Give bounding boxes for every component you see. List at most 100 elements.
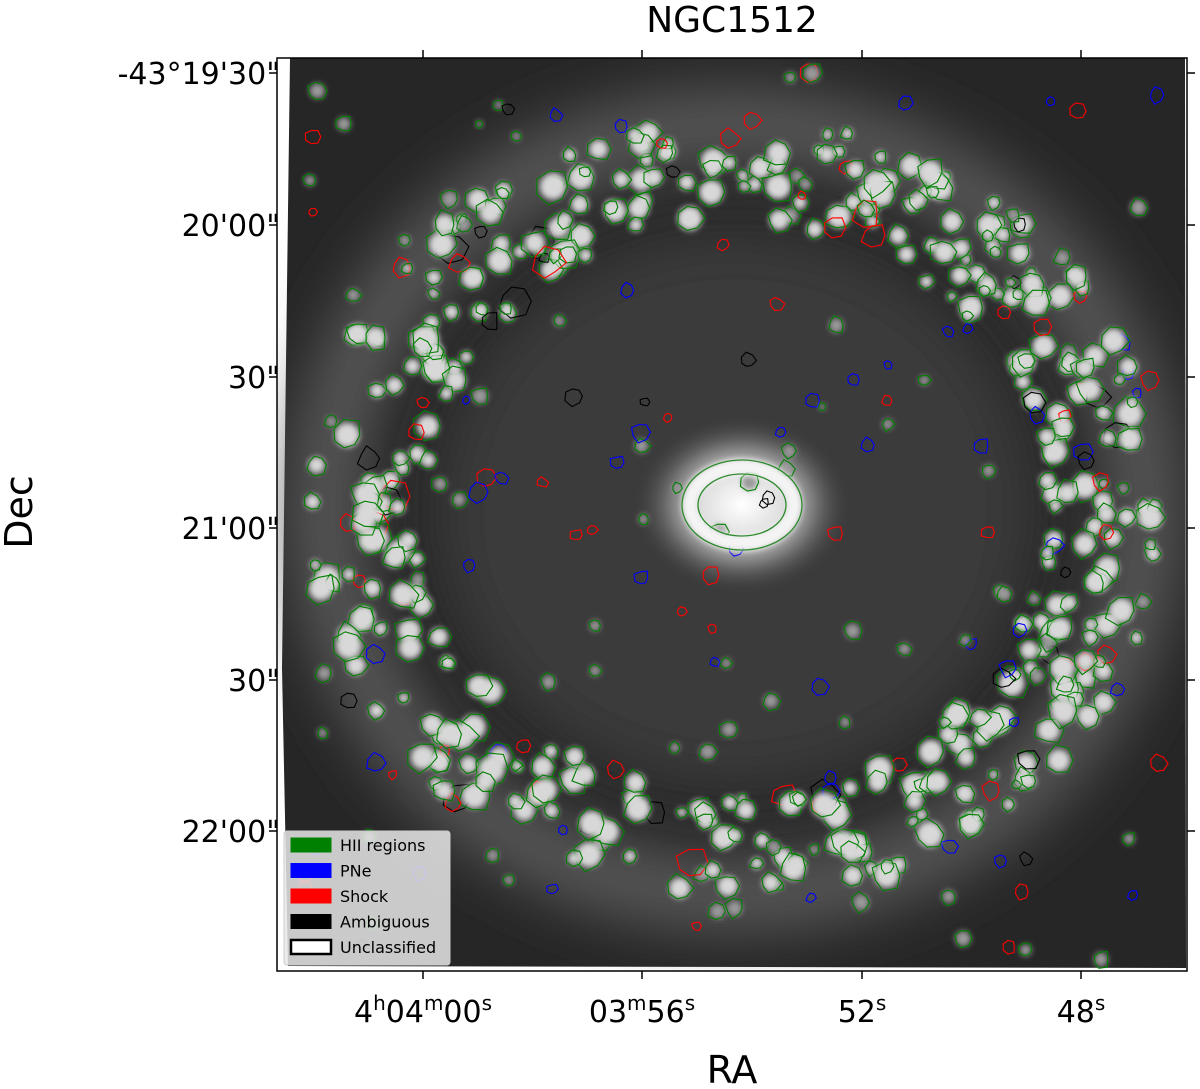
region-glow <box>460 351 472 363</box>
region-glow <box>1127 396 1138 407</box>
region-contour <box>762 139 791 166</box>
region-glow <box>918 160 942 185</box>
region-contour <box>838 715 851 730</box>
region-contour <box>558 824 568 836</box>
region-contour <box>1071 528 1098 561</box>
region-contour <box>630 423 652 444</box>
region-contour <box>1074 704 1100 731</box>
region-contour <box>452 491 470 510</box>
region-contour <box>434 209 455 237</box>
region-glow <box>1037 719 1060 742</box>
region-contour <box>863 168 893 199</box>
region-glow <box>1019 944 1032 956</box>
region-contour <box>767 207 793 234</box>
region-glow <box>997 587 1012 602</box>
region-glow <box>1093 952 1108 967</box>
region-contour <box>811 677 831 696</box>
region-contour <box>588 619 601 632</box>
region-glow <box>889 227 907 245</box>
title: NGC1512 <box>646 0 818 41</box>
region-glow <box>1097 505 1115 523</box>
region-glow <box>347 289 360 301</box>
region-glow <box>308 456 325 473</box>
x-tick-label-unit: h <box>373 991 386 1015</box>
region-glow <box>364 579 381 597</box>
region-glow <box>355 500 380 526</box>
region-contour <box>465 674 494 697</box>
region-glow <box>865 862 877 875</box>
region-contour <box>720 656 734 670</box>
region-glow <box>1015 374 1030 389</box>
region-contour <box>397 234 411 247</box>
x-tick-label-unit: s <box>482 991 492 1015</box>
region-contour <box>806 217 827 241</box>
region-glow <box>540 260 561 280</box>
region-contour <box>639 152 654 168</box>
region-glow <box>961 255 972 265</box>
region-glow <box>1146 540 1156 550</box>
region-glow <box>1047 749 1070 772</box>
region-glow <box>1101 431 1115 445</box>
region-glow <box>1136 595 1150 608</box>
region-glow <box>845 623 860 639</box>
region-contour <box>304 129 322 145</box>
region-glow <box>568 852 581 865</box>
region-glow <box>476 120 483 128</box>
region-contour <box>1126 396 1139 409</box>
region-contour <box>1020 774 1037 790</box>
region-contour <box>1084 617 1099 632</box>
region-contour <box>1109 682 1126 697</box>
region-glow <box>864 171 888 195</box>
region-glow <box>710 903 726 919</box>
region-glow <box>969 265 986 282</box>
region-contour <box>1060 566 1072 579</box>
region-contour <box>808 843 820 856</box>
region-contour <box>1008 717 1020 728</box>
region-glow <box>917 821 943 848</box>
region-glow <box>811 792 837 818</box>
region-contour <box>346 605 375 633</box>
region-contour <box>662 412 673 424</box>
region-glow <box>540 173 566 200</box>
region-contour <box>690 921 702 931</box>
region-glow <box>670 742 680 753</box>
region-contour <box>665 165 681 178</box>
region-contour <box>843 620 863 641</box>
region-glow <box>916 809 927 821</box>
region-contour <box>941 325 955 338</box>
region-glow <box>472 388 488 404</box>
x-tick-label-unit: s <box>685 991 695 1015</box>
region-glow <box>763 693 778 708</box>
region-glow <box>1041 546 1054 559</box>
region-contour <box>388 578 420 609</box>
region-glow <box>1114 375 1124 385</box>
region-contour <box>860 436 875 453</box>
region-contour <box>474 225 488 239</box>
region-glow <box>399 532 417 549</box>
region-contour <box>791 791 807 808</box>
region-contour <box>577 247 593 264</box>
region-contour <box>1140 370 1160 392</box>
region-contour <box>1048 499 1064 515</box>
region-glow <box>927 771 949 793</box>
region-contour <box>1096 502 1117 524</box>
region-glow <box>781 856 805 881</box>
region-glow <box>441 191 458 208</box>
region-contour <box>707 623 717 635</box>
region-glow <box>1049 500 1062 512</box>
region-glow <box>1074 533 1096 555</box>
region-contour <box>387 770 397 781</box>
region-contour <box>797 190 807 200</box>
region-contour <box>1016 638 1042 664</box>
region-glow <box>991 247 1001 257</box>
region-contour <box>707 901 726 920</box>
region-contour <box>1065 263 1087 291</box>
region-contour <box>660 135 674 150</box>
x-tick-label-part: 00 <box>443 995 481 1030</box>
region-contour <box>335 115 352 132</box>
region-contour <box>1029 667 1048 687</box>
region-contour <box>975 271 997 297</box>
y-tick-label: 22'00" <box>182 815 280 850</box>
region-contour <box>727 826 743 843</box>
region-contour <box>1017 353 1036 369</box>
